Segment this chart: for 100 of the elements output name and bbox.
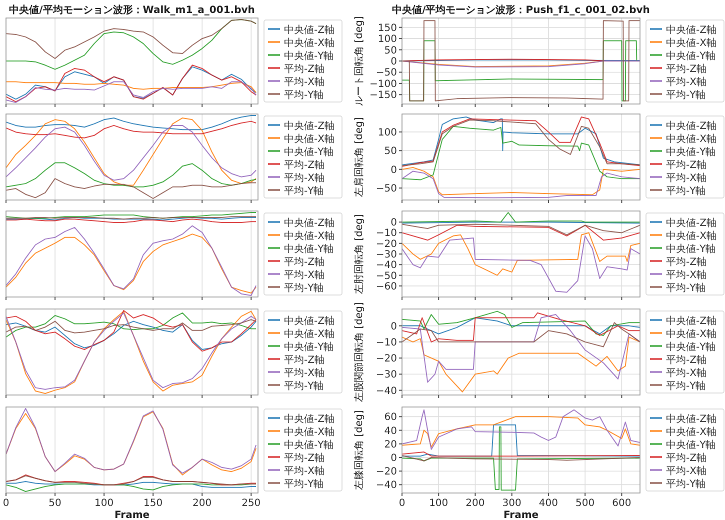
- legend-label: 中央値-Z軸: [284, 413, 334, 425]
- x-tick-label: 150: [144, 498, 163, 509]
- legend-label: 平均-Z軸: [666, 452, 706, 464]
- line-series: [402, 317, 640, 334]
- x-tick-label: 0: [398, 498, 406, 509]
- legend-label: 平均-X軸: [284, 269, 324, 281]
- legend-label: 中央値-Z軸: [666, 413, 716, 425]
- legend-label: 平均-X軸: [666, 367, 706, 379]
- line-series: [402, 312, 640, 342]
- legend-label: 中央値-Z軸: [284, 24, 334, 36]
- y-tick-label: 60: [384, 412, 397, 424]
- y-tick-label: 20: [384, 439, 397, 450]
- legend-label: 平均-X軸: [666, 269, 706, 281]
- y-axis-title: 左肘回転角 [deg]: [353, 214, 365, 294]
- legend-label: 平均-X軸: [666, 465, 706, 477]
- legend-label: 中央値-Y軸: [666, 50, 716, 62]
- legend-label: 平均-X軸: [284, 465, 324, 477]
- legend-label: 中央値-Z軸: [666, 315, 716, 327]
- legend-label: 中央値-X軸: [284, 230, 334, 242]
- legend-label: 中央値-Z軸: [284, 315, 334, 327]
- legend-label: 中央値-Y軸: [284, 439, 334, 451]
- legend-label: 中央値-X軸: [666, 37, 716, 49]
- x-axis-title: Frame: [114, 510, 150, 520]
- x-tick-label: 100: [429, 498, 448, 509]
- legend-label: 平均-Z軸: [284, 256, 324, 268]
- legend-label: 中央値-Y軸: [284, 243, 334, 255]
- y-tick-label: 0: [390, 164, 397, 176]
- legend-label: 中央値-Y軸: [666, 341, 716, 353]
- line-series: [402, 409, 640, 450]
- line-series: [402, 336, 640, 392]
- x-tick-label: 250: [242, 498, 261, 509]
- y-axis-title: ルート回転角 [deg]: [353, 16, 365, 106]
- y-tick-label: −30: [376, 370, 397, 381]
- line-series: [402, 322, 640, 348]
- legend-label: 中央値-Z軸: [284, 120, 334, 132]
- legend-label: 平均-Z軸: [284, 63, 324, 75]
- x-tick-label: 50: [48, 498, 62, 509]
- legend-label: 平均-Z軸: [666, 256, 706, 268]
- y-tick-label: −10: [376, 337, 397, 348]
- x-tick-label: 200: [466, 498, 485, 509]
- legend-label: 平均-Y軸: [666, 282, 706, 294]
- x-tick-label: 200: [192, 498, 212, 509]
- x-tick-label: 300: [502, 498, 522, 509]
- legend-label: 平均-Z軸: [284, 159, 324, 171]
- y-tick-label: −40: [376, 260, 397, 272]
- line-series: [402, 20, 640, 102]
- y-tick-label: 100: [378, 34, 397, 46]
- legend-label: 平均-Y軸: [666, 380, 706, 392]
- legend-label: 中央値-Z軸: [666, 24, 716, 36]
- line-series: [402, 416, 640, 448]
- legend-label: 平均-X軸: [666, 76, 706, 88]
- y-axis-title: 左股関節回転角 [deg]: [353, 302, 365, 402]
- legend-label: 中央値-X軸: [666, 328, 716, 340]
- legend-label: 平均-Y軸: [666, 89, 706, 101]
- legend-label: 平均-X軸: [284, 76, 324, 88]
- legend-label: 平均-X軸: [284, 172, 324, 184]
- x-tick-label: 0: [2, 498, 10, 509]
- y-tick-label: −40: [376, 480, 397, 492]
- line-series: [402, 232, 640, 276]
- line-series: [402, 166, 640, 196]
- x-axis-title: Frame: [503, 510, 539, 520]
- line-series: [402, 426, 640, 491]
- y-tick-label: −60: [376, 281, 397, 292]
- y-tick-label: 0: [390, 321, 397, 332]
- y-tick-label: −20: [376, 354, 397, 365]
- line-series: [402, 170, 640, 198]
- legend-label: 中央値-Y軸: [666, 146, 716, 158]
- legend-label: 中央値-Y軸: [666, 243, 716, 255]
- legend-label: 平均-Z軸: [666, 63, 706, 75]
- chart-title: 中央値/平均モーション波形：Push_f1_c_001_02.bvh: [392, 4, 650, 16]
- legend-label: 平均-Y軸: [284, 380, 324, 392]
- y-tick-label: 0: [390, 56, 397, 68]
- y-tick-label: 40: [384, 426, 397, 437]
- legend-label: 平均-Z軸: [666, 159, 706, 171]
- legend-label: 平均-Y軸: [666, 185, 706, 197]
- line-series: [402, 224, 640, 236]
- y-tick-label: 0: [390, 452, 397, 464]
- legend-label: 中央値-X軸: [666, 230, 716, 242]
- legend-label: 平均-Y軸: [284, 282, 324, 294]
- y-tick-label: 50: [384, 146, 397, 158]
- y-axis-title: 左膝回転角 [deg]: [353, 410, 365, 490]
- legend-label: 中央値-Z軸: [666, 217, 716, 229]
- line-series: [402, 224, 640, 241]
- y-tick-label: −150: [370, 90, 397, 102]
- legend-label: 平均-Y軸: [284, 478, 324, 490]
- legend-label: 平均-Y軸: [284, 185, 324, 197]
- y-tick-label: −50: [376, 184, 397, 195]
- y-tick-label: −50: [376, 68, 397, 79]
- legend-label: 中央値-X軸: [284, 426, 334, 438]
- x-tick-label: 100: [94, 498, 114, 509]
- y-tick-label: 0: [390, 218, 397, 229]
- x-tick-label: 600: [612, 498, 632, 509]
- chart-title: 中央値/平均モーション波形：Walk_m1_a_001.bvh: [9, 4, 255, 16]
- y-tick-label: −50: [376, 270, 397, 282]
- legend-label: 中央値-X軸: [666, 133, 716, 145]
- legend-label: 平均-Z軸: [666, 354, 706, 366]
- y-tick-label: −20: [376, 238, 397, 250]
- legend-label: 平均-Z軸: [284, 452, 324, 464]
- y-axis-title: 左肩回転角 [deg]: [353, 116, 365, 197]
- legend-label: 中央値-X軸: [284, 328, 334, 340]
